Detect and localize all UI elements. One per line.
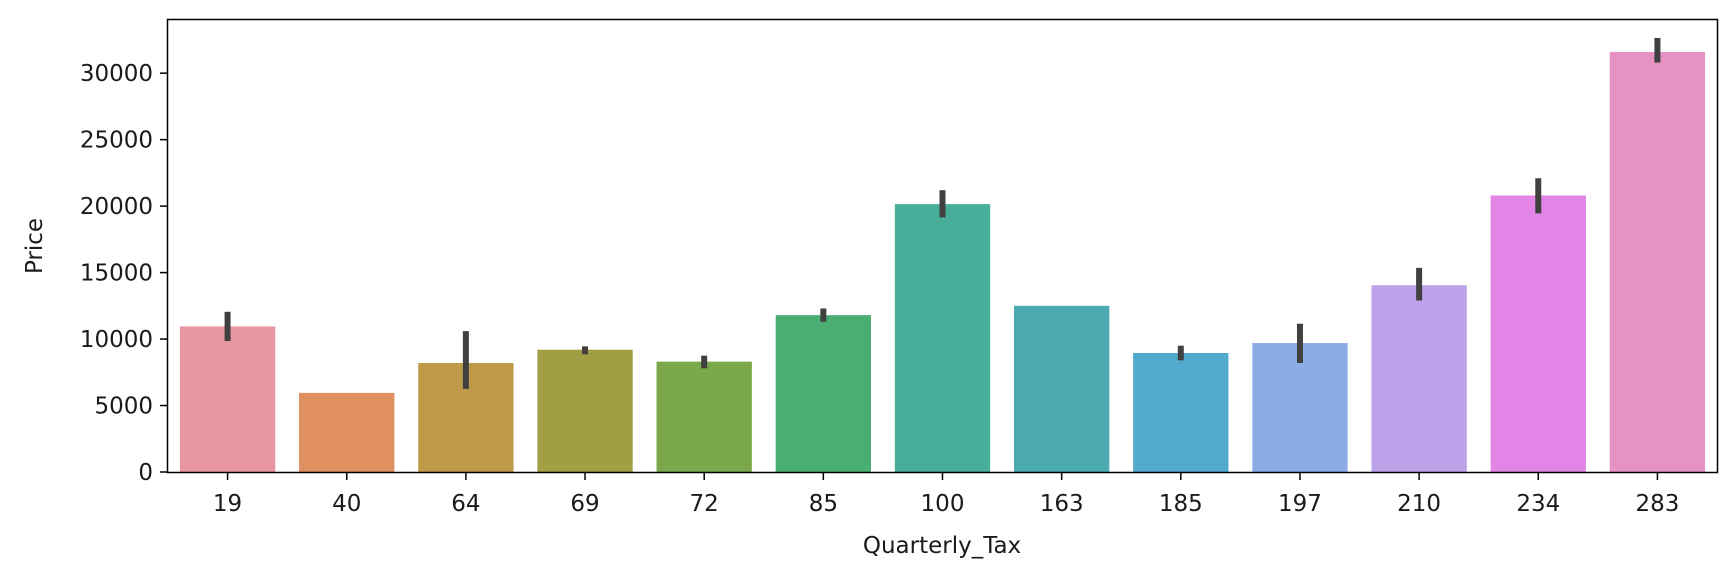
x-tick-label-197: 197 xyxy=(1278,491,1322,517)
bar-85 xyxy=(775,315,872,472)
x-axis: 19 40 64 69 72 85 100 163 185 197 210 234 283 xyxy=(213,472,1679,517)
x-tick-label-163: 163 xyxy=(1040,491,1084,517)
y-tick-label-5000: 5000 xyxy=(94,394,153,420)
x-tick-label-64: 64 xyxy=(451,491,480,517)
bar-163 xyxy=(1013,305,1110,472)
x-tick-label-72: 72 xyxy=(690,491,719,517)
bar-40 xyxy=(299,392,395,472)
y-axis-label: Price xyxy=(22,218,48,274)
x-tick-label-40: 40 xyxy=(332,491,361,517)
y-tick-label-0: 0 xyxy=(138,460,153,486)
bar-210 xyxy=(1371,285,1467,472)
y-axis: 0 5000 10000 15000 20000 25000 30000 xyxy=(80,61,168,486)
x-tick-label-19: 19 xyxy=(213,491,242,517)
x-tick-label-234: 234 xyxy=(1516,491,1560,517)
x-axis-label: Quarterly_Tax xyxy=(863,533,1021,559)
x-tick-label-283: 283 xyxy=(1635,491,1679,517)
bar-100 xyxy=(894,204,991,472)
x-tick-label-69: 69 xyxy=(570,491,599,517)
x-tick-label-85: 85 xyxy=(809,491,838,517)
x-tick-label-100: 100 xyxy=(921,491,965,517)
bar-185 xyxy=(1133,353,1229,472)
bar-283 xyxy=(1609,51,1706,472)
y-tick-label-25000: 25000 xyxy=(80,128,153,154)
bar-69 xyxy=(537,349,633,472)
bars-layer xyxy=(179,51,1706,472)
bar-234 xyxy=(1490,195,1586,472)
y-tick-label-10000: 10000 xyxy=(80,327,153,353)
x-tick-label-210: 210 xyxy=(1397,491,1441,517)
error-bars-layer xyxy=(224,37,1661,389)
bar-197 xyxy=(1252,343,1348,472)
y-tick-label-20000: 20000 xyxy=(80,194,153,220)
y-tick-label-30000: 30000 xyxy=(80,61,153,87)
bar-19 xyxy=(179,326,276,472)
y-tick-label-15000: 15000 xyxy=(80,261,153,287)
x-tick-label-185: 185 xyxy=(1159,491,1203,517)
bar-72 xyxy=(656,361,752,472)
